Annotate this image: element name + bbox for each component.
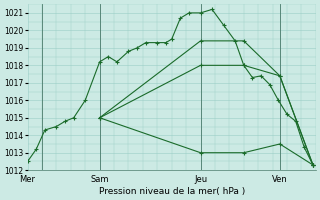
- X-axis label: Pression niveau de la mer( hPa ): Pression niveau de la mer( hPa ): [99, 187, 245, 196]
